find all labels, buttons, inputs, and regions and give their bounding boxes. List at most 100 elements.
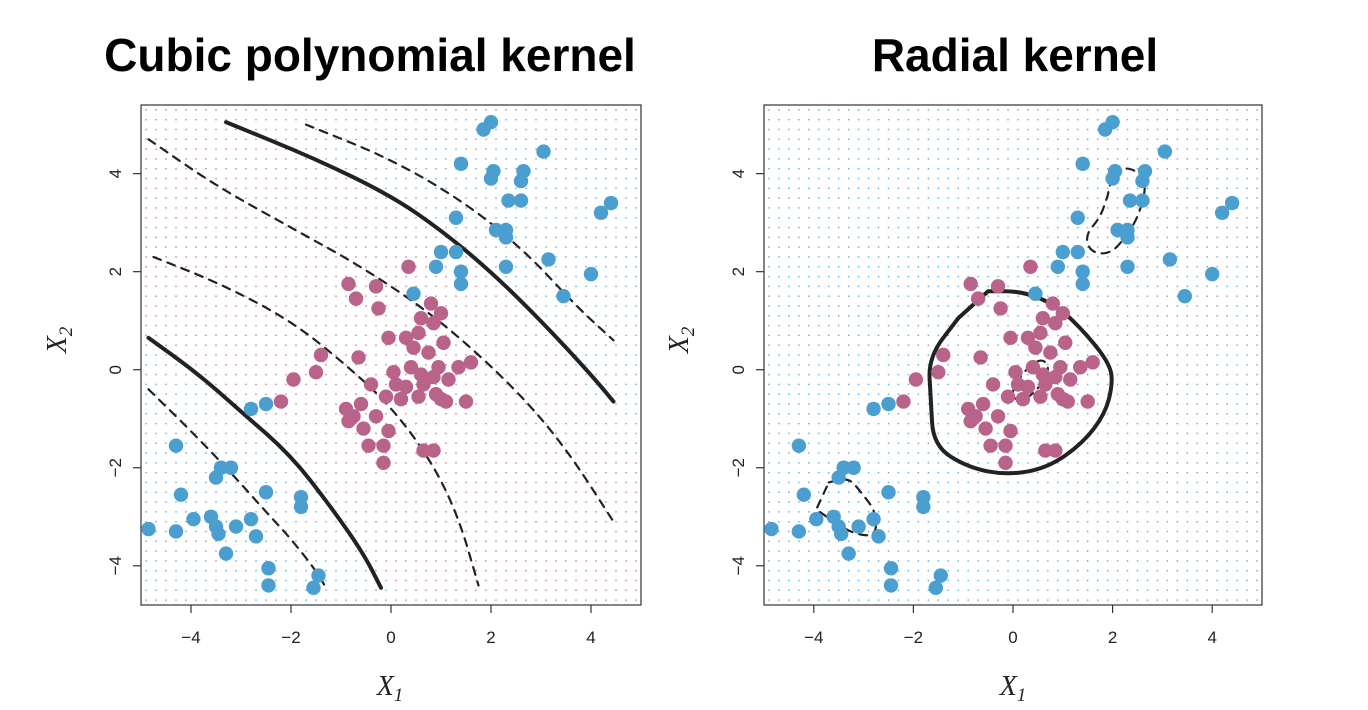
right-purple-point — [1020, 379, 1036, 395]
left-blue-point — [248, 529, 264, 544]
left-x-tick-label: 0 — [386, 628, 395, 647]
left-boundary-dashed-5 — [152, 255, 480, 587]
right-purple-point — [1033, 389, 1048, 404]
left-blue-point — [211, 526, 226, 542]
right-blue-point — [796, 487, 812, 502]
right-purple-point — [1045, 296, 1061, 311]
right-purple-point — [1060, 394, 1075, 409]
left-blue-point — [228, 519, 244, 534]
right-blue-point — [933, 568, 948, 583]
left-blue-point — [536, 144, 551, 159]
right-purple-point — [1063, 372, 1078, 387]
left-blue-point — [501, 193, 516, 208]
left-purple-point — [356, 421, 371, 436]
left-blue-point — [406, 286, 421, 301]
left-purple-point — [451, 360, 466, 375]
right-y-tick-label: 2 — [729, 267, 748, 276]
left-blue-point — [453, 264, 469, 279]
right-purple-point — [990, 409, 1006, 424]
right-blue-point — [1157, 144, 1173, 159]
right-blue-point — [841, 546, 856, 561]
left-blue-point — [186, 512, 201, 527]
left-blue-point — [258, 485, 274, 500]
right-purple-point — [1080, 394, 1095, 409]
right-y-tick-label: 4 — [729, 169, 748, 178]
right-blue-point — [846, 460, 861, 475]
right-boundary-dashed-2 — [1009, 359, 1049, 403]
right-purple-point — [1055, 306, 1071, 321]
right-purple-point — [1038, 377, 1053, 392]
left-boundary-dashed-4 — [147, 138, 615, 523]
left-blue-point — [218, 546, 234, 561]
right-blue-point — [1055, 244, 1071, 260]
left-purple-point — [441, 372, 456, 387]
right-y-axis-title: X2 — [664, 326, 699, 354]
right-purple-point — [978, 421, 993, 436]
left-purple-point — [436, 335, 451, 350]
left-purple-point — [386, 364, 401, 380]
right-blue-point — [871, 529, 886, 544]
right-blue-point — [1110, 222, 1125, 238]
left-purple-point — [426, 369, 441, 385]
right-y-tick-label: 0 — [729, 365, 748, 374]
left-purple-point — [398, 379, 414, 395]
right-blue-point — [1028, 286, 1043, 301]
right-purple-point — [998, 438, 1013, 453]
left-purple-point — [313, 347, 329, 363]
right-purple-point — [1033, 325, 1048, 341]
left-x-tick-label: −4 — [181, 628, 200, 647]
right-purple-point — [1048, 315, 1063, 331]
right-purple-point — [1048, 443, 1063, 458]
right-purple-point — [1015, 391, 1031, 407]
left-blue-point — [243, 512, 259, 527]
right-blue-point — [1135, 193, 1150, 208]
right-purple-point — [1048, 369, 1063, 385]
right-purple-point — [931, 364, 946, 380]
left-purple-point — [458, 394, 474, 409]
right-purple-point — [1085, 355, 1100, 370]
left-blue-point — [168, 524, 184, 539]
left-y-tick-label: 0 — [106, 365, 125, 374]
left-purple-point — [393, 391, 409, 407]
left-blue-point — [541, 252, 556, 267]
left-purple-point — [308, 364, 324, 380]
right-boundary-dashed-3 — [1085, 167, 1146, 255]
left-blue-point — [593, 205, 609, 221]
right-blue-point — [1177, 288, 1193, 304]
right-purple-point — [963, 276, 978, 292]
left-y-axis-title: X2 — [42, 326, 77, 354]
right-blue-point — [1162, 252, 1178, 267]
right-purple-point — [1020, 330, 1036, 346]
right-blue-point — [833, 526, 849, 542]
left-blue-point — [453, 276, 469, 292]
right-y-tick-label: −2 — [729, 458, 748, 477]
right-blue-point — [881, 396, 896, 412]
right-x-axis-title: X1 — [999, 671, 1027, 706]
right-purple-point — [1003, 330, 1018, 346]
right-blue-point — [1097, 122, 1113, 137]
right-purple-point — [1035, 311, 1051, 326]
left-y-tick-label: −4 — [106, 556, 125, 575]
right-y-tick-label: −4 — [729, 556, 748, 575]
right-blue-point — [1205, 266, 1220, 282]
right-blue-point — [1105, 171, 1120, 186]
right-blue-point — [1122, 193, 1138, 208]
right-blue-point — [831, 470, 846, 485]
right-blue-point — [809, 512, 824, 527]
right-purple-point — [1025, 360, 1041, 375]
left-purple-point — [368, 409, 384, 424]
left-purple-point — [416, 377, 431, 392]
right-purple-point — [985, 377, 1001, 392]
right-purple-point — [908, 372, 924, 387]
left-purple-point — [401, 259, 416, 274]
left-x-axis-title: X1 — [376, 671, 404, 706]
right-x-tick-label: −4 — [804, 628, 823, 647]
right-purple-point — [1038, 443, 1053, 458]
left-purple-point — [463, 355, 479, 370]
right-blue-point — [1075, 276, 1090, 292]
left-purple-point — [438, 394, 454, 409]
left-blue-point — [428, 259, 444, 274]
left-purple-point — [286, 372, 301, 387]
left-purple-point — [426, 315, 441, 331]
left-blue-point — [513, 193, 529, 208]
